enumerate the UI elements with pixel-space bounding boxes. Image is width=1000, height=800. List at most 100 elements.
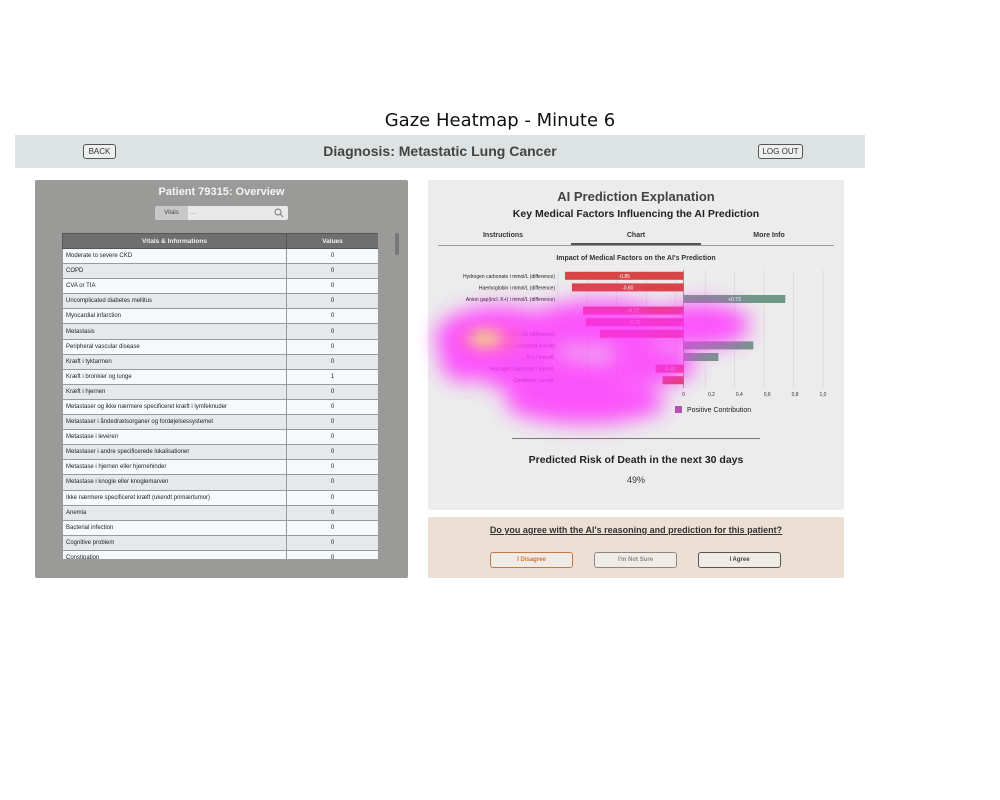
explanation-tabs: Instructions Chart More Info [438,230,834,246]
search-icon[interactable] [274,208,284,218]
table-row: Metastase i leveren 0 [62,429,378,446]
chart-value-label: -0.80 [622,285,634,291]
column-header-vitals[interactable]: Vitals & Informations [62,233,287,249]
table-row: Metastaser i åndedrætsorganer og fordøje… [62,414,378,431]
figure-title: Gaze Heatmap - Minute 6 [384,110,616,131]
not-sure-button[interactable]: I'm Not Sure [594,552,677,568]
chart-category-label: Alanine transaminase i U/L (difference) [469,332,555,338]
vital-value-cell: 0 [286,429,378,446]
feedback-question: Do you agree with the AI's reasoning and… [489,525,783,535]
vital-name-cell: Metastasis [62,323,287,340]
table-row: Moderate to severe CKD 0 [62,247,378,265]
vital-name-cell: Metastaser og ikke nærmere specificeret … [62,398,287,416]
chart-category-label: Anion gap(incl. K+) i mmol/L (difference… [466,297,555,303]
vital-name-cell: Uncomplicated diabetes mellitus [62,293,287,310]
chart-value-label: -0.20 [664,367,676,373]
logout-button[interactable]: LOG OUT [758,144,803,159]
vital-value-cell: 0 [286,278,378,295]
column-header-values[interactable]: Values [286,233,378,249]
chart-value-label: -0.72 [628,309,640,315]
explanation-title: AI Prediction Explanation [557,189,715,204]
vital-name-cell: Bacterial infection [62,519,287,536]
chart-bar[interactable] [599,329,684,338]
table-row: Myocardial infarction 0 [62,308,378,325]
table-row: Metastasis 0 [62,323,378,340]
vital-value-cell: 0 [286,308,378,325]
chart-category-label: ... of procedures (cumulated overall) [475,343,555,349]
table-row: Kræft i bronkier og lunge 1 [62,368,378,385]
vital-value-cell: 0 [286,383,378,400]
vital-value-cell: 0 [286,549,378,559]
x-tick-label: 0,4 [736,392,743,398]
table-row: Metastaser i andre specificerede lokalis… [62,444,378,461]
table-row: Metastaser og ikke nærmere specificeret … [62,398,378,416]
chart-bar[interactable] [683,353,719,361]
vital-value-cell: 0 [286,293,378,310]
vitals-search: Vitals [155,206,288,220]
chart-category-label: ... K+) i mmol/L [521,355,555,361]
back-button[interactable]: BACK [83,144,116,159]
tab-more-info[interactable]: More Info [753,232,785,239]
chart-bar[interactable] [564,271,684,280]
search-input[interactable] [188,206,288,220]
table-row: Metastase i knogle eller knoglemarven 0 [62,474,378,491]
vital-name-cell: CVA or TIA [62,278,287,295]
vital-name-cell: COPD [62,263,287,280]
vital-value-cell: 0 [286,489,378,506]
patient-title: Patient 79315: Overview [158,186,285,198]
vital-value-cell: 0 [286,474,378,491]
explanation-panel: AI Prediction Explanation Key Medical Fa… [428,180,844,510]
chart-category-label: Haemoglobin i mmol/L (difference) [479,285,555,291]
vital-name-cell: Ikke nærmere specificeret kræft (ukendt … [62,489,287,506]
table-row: Kræft i tyktarmen 0 [62,353,378,370]
vital-name-cell: Constipation [62,549,287,559]
vital-value-cell: 0 [286,398,378,416]
chart-value-label: -0.70 [629,320,641,326]
agree-button[interactable]: I Agree [698,552,781,568]
table-row: COPD 0 [62,263,378,280]
vital-value-cell: 0 [286,414,378,431]
table-row: Bacterial infection 0 [62,519,378,536]
table-row: CVA or TIA 0 [62,278,378,295]
table-row: Kræft i hjernen 0 [62,383,378,400]
risk-value: 49% [626,475,645,485]
table-row: Constipation 0 [62,549,378,559]
chart-category-label: Creatinine i µmol/L [513,378,555,384]
chart-bar[interactable] [571,283,684,292]
risk-title: Predicted Risk of Death in the next 30 d… [528,454,744,466]
table-row: Peripheral vascular disease 0 [62,338,378,355]
divider [512,438,760,439]
disagree-button[interactable]: I Disagree [490,552,573,568]
table-scrollbar[interactable] [395,233,399,255]
tab-instructions[interactable]: Instructions [482,232,524,239]
x-tick-label: 1,0 [820,392,827,398]
patient-overview-panel: Patient 79315: Overview Vitals Vitals & … [35,180,408,578]
chart-category-label: Hydrogen carbonate i mmol/L [489,367,555,373]
vital-value-cell: 1 [286,368,378,385]
vital-name-cell: Peripheral vascular disease [62,338,287,355]
table-row: Metastase i hjernen eller hjernehinder 0 [62,459,378,476]
legend-swatch [675,406,682,413]
explanation-subtitle: Key Medical Factors Influencing the AI P… [512,208,760,220]
chart-bar[interactable] [683,295,786,303]
vital-name-cell: Metastase i knogle eller knoglemarven [62,474,287,491]
vital-value-cell: 0 [286,263,378,280]
vital-value-cell: 0 [286,519,378,536]
chart-bar[interactable] [662,376,684,385]
table-row: Uncomplicated diabetes mellitus 0 [62,293,378,310]
vital-value-cell: 0 [286,323,378,340]
vital-name-cell: Moderate to severe CKD [62,247,287,265]
search-category-tag[interactable]: Vitals [155,206,188,220]
tab-chart[interactable]: Chart [571,230,701,245]
vital-name-cell: Metastase i hjernen eller hjernehinder [62,459,287,476]
vital-value-cell: 0 [286,338,378,355]
vital-name-cell: Metastaser i andre specificerede lokalis… [62,444,287,461]
chart-bar[interactable] [683,341,754,350]
vital-name-cell: Anemia [62,504,287,521]
vital-name-cell: Metastase i leveren [62,429,287,446]
vital-name-cell: Myocardial infarction [62,308,287,325]
legend-label: Positive Contribution [687,407,751,414]
vital-name-cell: Kræft i tyktarmen [62,353,287,370]
chart-title: Impact of Medical Factors on the AI's Pr… [556,255,715,262]
table-row: Cognitive problem 0 [62,534,378,551]
